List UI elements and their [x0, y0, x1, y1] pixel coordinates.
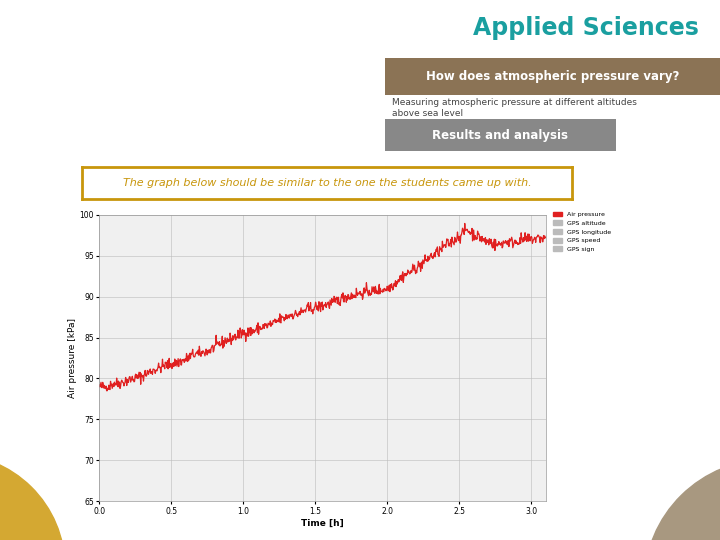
- Air pressure: [434, 252, 443, 258]
- Air pressure: [460, 220, 469, 227]
- Air pressure: [541, 234, 550, 241]
- Y-axis label: Air pressure [kPa]: Air pressure [kPa]: [68, 318, 76, 398]
- Text: Results and analysis: Results and analysis: [433, 129, 568, 141]
- Line: Air pressure: Air pressure: [99, 224, 546, 391]
- Air pressure: [123, 376, 132, 383]
- Text: Measuring atmospheric pressure at different altitudes
above sea level: Measuring atmospheric pressure at differ…: [392, 98, 637, 118]
- Text: Applied Sciences: Applied Sciences: [472, 16, 698, 40]
- Text: How does atmospheric pressure vary?: How does atmospheric pressure vary?: [426, 70, 679, 83]
- X-axis label: Time [h]: Time [h]: [301, 518, 344, 528]
- Text: The graph below should be similar to the one the students came up with.: The graph below should be similar to the…: [122, 178, 531, 188]
- Air pressure: [480, 239, 489, 245]
- Air pressure: [95, 382, 104, 388]
- Legend: Air pressure, GPS altitude, GPS longitude, GPS speed, GPS sign: Air pressure, GPS altitude, GPS longitud…: [550, 209, 613, 254]
- Air pressure: [366, 290, 375, 296]
- Air pressure: [102, 388, 111, 394]
- Air pressure: [355, 291, 364, 298]
- Air pressure: [380, 285, 389, 292]
